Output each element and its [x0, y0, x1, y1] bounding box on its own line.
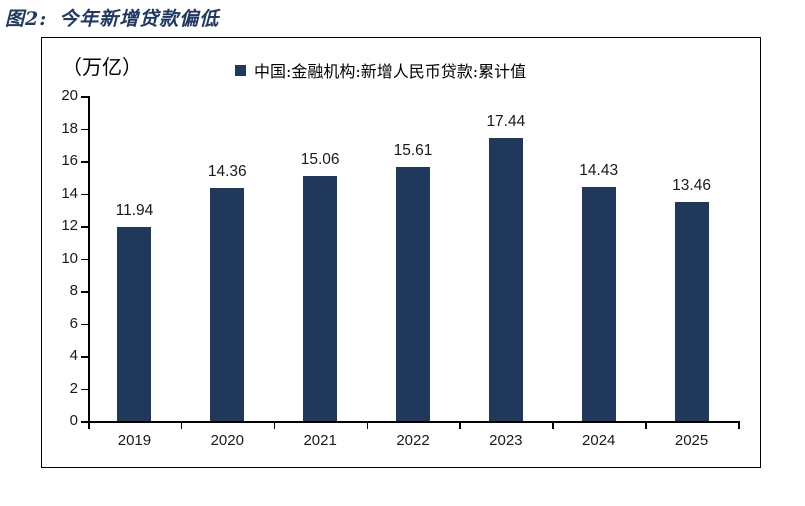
x-axis-tick [180, 421, 183, 429]
y-axis-label: 2 [69, 379, 78, 397]
bar-value-label: 14.43 [579, 161, 619, 179]
y-axis-tick [81, 96, 88, 98]
y-axis-tick [81, 161, 88, 163]
y-axis-unit-label: （万亿） [62, 55, 142, 79]
y-axis-label: 16 [61, 152, 78, 169]
x-axis-label: 2020 [210, 432, 244, 449]
y-axis-label: 20 [61, 87, 78, 104]
bar [581, 186, 616, 421]
y-axis-tick [81, 193, 88, 195]
y-axis-label: 8 [69, 282, 78, 299]
y-axis-label: 12 [61, 217, 78, 234]
bar-value-label: 17.44 [486, 112, 526, 130]
bar [674, 202, 709, 421]
y-axis-tick [81, 291, 88, 293]
x-axis-tick [459, 421, 461, 429]
x-axis-label: 2024 [582, 432, 616, 449]
x-axis-label: 2021 [303, 432, 337, 449]
y-axis-tick [81, 226, 88, 228]
y-axis-label: 6 [69, 314, 78, 332]
y-axis-label: 0 [69, 412, 78, 429]
y-axis-label: 18 [61, 119, 78, 137]
figure-label: 图2: [5, 8, 48, 30]
x-axis-label: 2022 [396, 432, 430, 449]
x-axis [88, 421, 740, 423]
bar [488, 137, 523, 421]
x-axis-label: 2025 [674, 432, 709, 449]
legend-marker-square [235, 64, 246, 76]
bar [117, 226, 152, 421]
bar-value-label: 11.94 [115, 201, 154, 219]
y-axis-tick [81, 421, 88, 423]
y-axis-tick [81, 356, 88, 358]
x-axis-label: 2023 [489, 432, 523, 449]
bar-value-label: 13.46 [672, 177, 711, 195]
bar [303, 176, 338, 421]
y-axis [88, 96, 90, 423]
chart-area: （万亿） 中国:金融机构:新增人民币贷款:累计值 0 2 4 6 8 10 12 14 16 18… [41, 37, 761, 468]
x-axis-tick [366, 421, 369, 429]
bar-value-label: 14.36 [207, 162, 247, 180]
legend: 中国:金融机构:新增人民币贷款:累计值 [235, 58, 526, 82]
x-axis-tick [645, 421, 647, 429]
y-axis-tick [81, 128, 88, 130]
bar-value-label: 15.61 [393, 142, 433, 160]
plot-area: 0 2 4 6 8 10 12 14 16 18 20 11.94 2019 14.36 2020 15.06… [42, 38, 760, 467]
y-axis-label: 10 [61, 249, 78, 267]
x-axis-tick [273, 421, 276, 429]
y-axis-label: 14 [61, 184, 78, 202]
bar [210, 187, 245, 421]
x-axis-tick [88, 421, 90, 429]
y-axis-label: 4 [69, 347, 78, 364]
figure-title: 图2: 今年新增贷款偏低 [5, 4, 219, 31]
x-axis-tick [552, 421, 554, 429]
y-axis-tick [81, 258, 88, 260]
x-axis-label: 2019 [117, 432, 152, 449]
x-axis-tick [738, 421, 740, 429]
bar [396, 167, 430, 421]
y-axis-tick [81, 388, 88, 390]
y-axis-tick [81, 323, 88, 325]
bar-value-label: 15.06 [300, 151, 340, 169]
figure-title-text: 今年新增贷款偏低 [59, 8, 220, 30]
legend-label: 中国:金融机构:新增人民币贷款:累计值 [254, 62, 527, 81]
